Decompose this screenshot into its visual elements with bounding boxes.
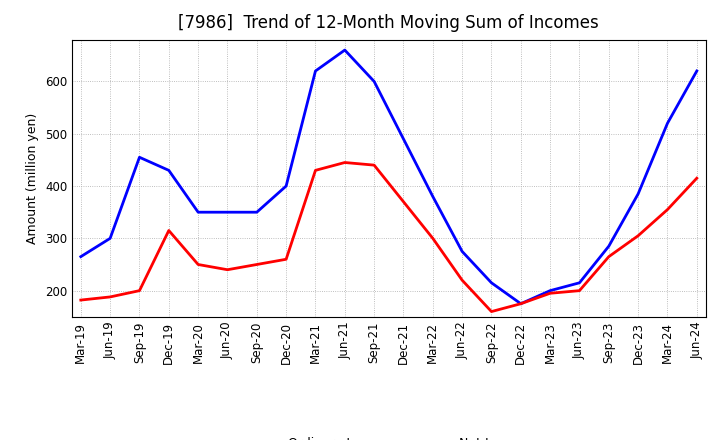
Ordinary Income [194, 209, 202, 215]
Net Income [341, 160, 349, 165]
Ordinary Income [253, 209, 261, 215]
Net Income [135, 288, 144, 293]
Ordinary Income [341, 48, 349, 53]
Ordinary Income [282, 183, 290, 189]
Ordinary Income [605, 244, 613, 249]
Net Income [194, 262, 202, 267]
Ordinary Income [399, 136, 408, 142]
Net Income [693, 176, 701, 181]
Net Income [164, 228, 173, 233]
Ordinary Income [487, 280, 496, 286]
Ordinary Income [634, 191, 642, 197]
Net Income [399, 199, 408, 204]
Net Income [106, 294, 114, 300]
Ordinary Income [428, 194, 437, 199]
Net Income [458, 278, 467, 283]
Ordinary Income [370, 79, 379, 84]
Ordinary Income [516, 301, 525, 306]
Net Income [546, 291, 554, 296]
Net Income [428, 236, 437, 241]
Net Income [605, 254, 613, 259]
Ordinary Income [458, 249, 467, 254]
Ordinary Income [575, 280, 584, 286]
Net Income [663, 207, 672, 212]
Ordinary Income [546, 288, 554, 293]
Ordinary Income [693, 68, 701, 73]
Ordinary Income [663, 121, 672, 126]
Net Income [311, 168, 320, 173]
Net Income [282, 257, 290, 262]
Net Income [76, 297, 85, 303]
Net Income [575, 288, 584, 293]
Ordinary Income [106, 236, 114, 241]
Legend: Ordinary Income, Net Income: Ordinary Income, Net Income [242, 432, 536, 440]
Y-axis label: Amount (million yen): Amount (million yen) [27, 113, 40, 244]
Line: Net Income: Net Income [81, 162, 697, 312]
Net Income [370, 162, 379, 168]
Ordinary Income [164, 168, 173, 173]
Ordinary Income [223, 209, 232, 215]
Net Income [634, 233, 642, 238]
Ordinary Income [311, 68, 320, 73]
Ordinary Income [135, 154, 144, 160]
Line: Ordinary Income: Ordinary Income [81, 50, 697, 304]
Net Income [253, 262, 261, 267]
Net Income [487, 309, 496, 314]
Net Income [516, 301, 525, 306]
Ordinary Income [76, 254, 85, 259]
Title: [7986]  Trend of 12-Month Moving Sum of Incomes: [7986] Trend of 12-Month Moving Sum of I… [179, 15, 599, 33]
Net Income [223, 267, 232, 272]
